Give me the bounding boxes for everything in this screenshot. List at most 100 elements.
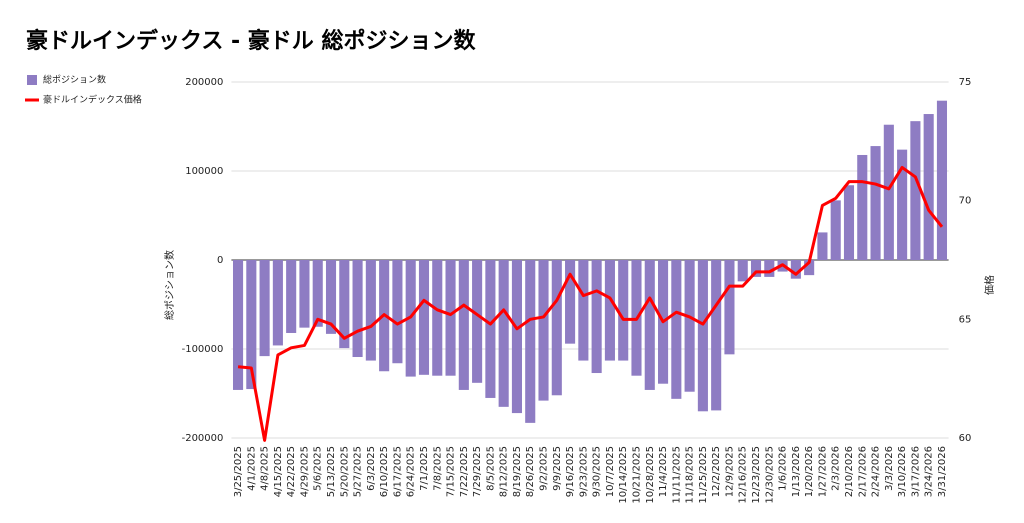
x-tick-label: 1/20/2026 — [804, 446, 815, 497]
x-tick-label: 2/10/2026 — [844, 446, 855, 497]
x-tick-label: 7/29/2025 — [472, 446, 483, 497]
bar — [671, 260, 682, 399]
bar — [936, 100, 948, 260]
bar — [485, 260, 496, 398]
y-tick-label: 0 — [217, 255, 223, 266]
x-tick-label: 6/10/2025 — [379, 446, 390, 497]
bar — [591, 260, 602, 374]
bar — [737, 260, 748, 282]
x-tick-label: 4/8/2025 — [260, 446, 271, 491]
x-tick-label: 12/30/2025 — [764, 446, 775, 504]
x-tick-label: 2/3/2026 — [831, 446, 842, 491]
bar — [804, 260, 815, 276]
y2-tick-label: 75 — [959, 77, 972, 88]
x-tick-label: 4/1/2025 — [246, 446, 257, 491]
bar — [578, 260, 589, 361]
x-tick-label: 11/11/2025 — [671, 446, 682, 504]
x-tick-label: 3/3/2026 — [884, 446, 895, 491]
bar — [817, 232, 828, 260]
bar — [644, 260, 655, 390]
x-tick-label: 3/24/2026 — [924, 446, 935, 497]
bar — [910, 121, 921, 260]
bar — [458, 260, 469, 390]
bar — [246, 260, 257, 390]
y2-axis-title: 価格 — [983, 275, 996, 295]
x-tick-label: 7/8/2025 — [432, 446, 443, 491]
x-tick-label: 7/1/2025 — [419, 446, 430, 491]
bar — [525, 260, 536, 423]
y-tick-label: -200000 — [182, 433, 224, 444]
x-tick-label: 9/23/2025 — [578, 446, 589, 497]
legend-label: 豪ドルインデックス価格 — [43, 94, 142, 106]
bar — [232, 260, 244, 390]
x-tick-label: 3/10/2026 — [897, 446, 908, 497]
x-tick-label: 9/30/2025 — [592, 446, 603, 497]
bar — [551, 260, 562, 396]
bar — [538, 260, 549, 401]
x-tick-label: 5/6/2025 — [313, 446, 324, 491]
y2-tick-label: 70 — [959, 196, 972, 207]
bar — [498, 260, 509, 407]
x-tick-label: 4/15/2025 — [273, 446, 284, 497]
x-tick-label: 5/20/2025 — [339, 446, 350, 497]
bar — [790, 260, 801, 279]
bar — [830, 200, 841, 260]
x-tick-label: 5/13/2025 — [326, 446, 337, 497]
line — [237, 165, 944, 442]
x-tick-label: 9/2/2025 — [539, 446, 550, 491]
x-tick-label: 11/18/2025 — [685, 446, 696, 504]
x-tick-label: 8/12/2025 — [499, 446, 510, 497]
bar — [684, 260, 695, 392]
bar — [697, 260, 708, 412]
bar — [511, 260, 522, 414]
x-tick-label: 12/2/2025 — [711, 446, 722, 497]
bar — [445, 260, 456, 376]
bar — [897, 149, 908, 260]
bar — [618, 260, 629, 361]
x-tick-label: 3/17/2026 — [910, 446, 921, 497]
x-tick-label: 1/27/2026 — [817, 446, 828, 497]
x-tick-label: 8/5/2025 — [485, 446, 496, 491]
y-axis-title: 総ポジション数 — [163, 250, 176, 320]
y-tick-label: 200000 — [185, 77, 223, 88]
bar — [883, 124, 894, 260]
bar — [750, 260, 762, 277]
bar — [312, 260, 323, 327]
x-tick-label: 10/14/2025 — [618, 446, 629, 504]
bar — [472, 260, 483, 383]
bar — [352, 260, 363, 358]
x-tick-label: 12/9/2025 — [724, 446, 735, 497]
x-tick-label: 12/23/2025 — [751, 446, 762, 504]
x-tick-label: 8/19/2025 — [512, 446, 523, 497]
x-tick-label: 9/16/2025 — [565, 446, 576, 497]
bar — [857, 154, 868, 260]
x-tick-label: 10/7/2025 — [605, 446, 616, 497]
x-tick-label: 6/24/2025 — [406, 446, 417, 497]
x-tick-label: 10/28/2025 — [645, 446, 656, 504]
bar — [299, 260, 310, 328]
y-tick-label: 100000 — [185, 166, 223, 177]
legend-swatch — [27, 75, 37, 85]
bar — [339, 260, 350, 349]
x-tick-label: 5/27/2025 — [353, 446, 364, 497]
legend-label: 総ポジション数 — [43, 74, 106, 86]
bar — [418, 260, 430, 375]
bar — [286, 260, 297, 333]
bar — [392, 260, 403, 364]
x-tick-label: 7/15/2025 — [446, 446, 457, 497]
y2-tick-label: 60 — [959, 433, 972, 444]
y2-tick-label: 65 — [959, 314, 972, 325]
bar — [565, 260, 576, 344]
bar — [923, 114, 934, 260]
x-tick-label: 11/4/2025 — [658, 446, 669, 497]
x-tick-label: 8/26/2025 — [525, 446, 536, 497]
bar — [843, 185, 855, 260]
x-tick-label: 10/21/2025 — [631, 446, 642, 504]
x-tick-label: 1/6/2026 — [778, 446, 789, 491]
x-tick-label: 9/9/2025 — [552, 446, 563, 491]
bar — [259, 260, 270, 357]
bar — [604, 260, 615, 361]
x-tick-label: 7/22/2025 — [459, 446, 470, 497]
bar — [711, 260, 722, 411]
x-tick-label: 1/13/2026 — [791, 446, 802, 497]
